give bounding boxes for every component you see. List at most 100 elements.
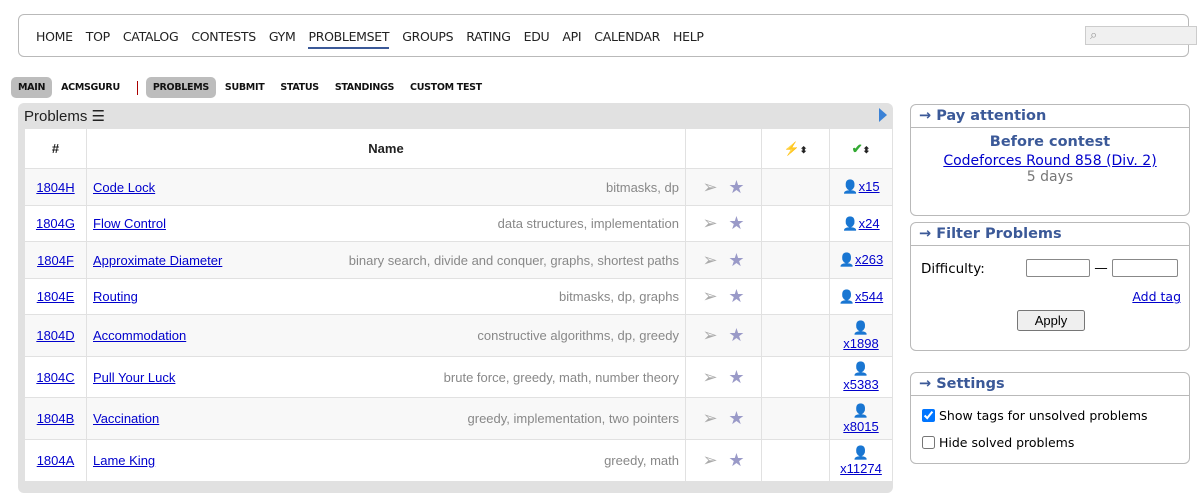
problem-name-link[interactable]: Pull Your Luck xyxy=(93,369,176,385)
col-num[interactable]: # xyxy=(24,128,87,169)
favorite-star-icon[interactable]: ★ xyxy=(728,213,745,233)
user-icon: 👤 xyxy=(842,215,859,231)
problem-id-link[interactable]: 1804C xyxy=(36,369,75,385)
problem-id-link[interactable]: 1804A xyxy=(36,453,75,468)
problem-name-link[interactable]: Flow Control xyxy=(93,216,166,231)
countdown: 5 days xyxy=(1026,169,1074,185)
nav-rating[interactable]: RATING xyxy=(466,29,511,44)
difficulty-min-input[interactable] xyxy=(1026,259,1090,277)
subnav-standings[interactable]: STANDINGS xyxy=(334,82,395,93)
submit-icon[interactable]: ➢ xyxy=(702,450,718,470)
lightning-icon: ⚡ xyxy=(783,140,800,156)
nav-top[interactable]: TOP xyxy=(85,29,110,44)
submit-icon[interactable]: ➢ xyxy=(702,286,718,306)
search-input[interactable]: ⌕ xyxy=(1085,26,1197,45)
panel-title: Problems xyxy=(24,108,88,125)
favorite-star-icon[interactable]: ★ xyxy=(728,176,745,197)
apply-button[interactable]: Apply xyxy=(1016,310,1086,331)
nav-gym[interactable]: GYM xyxy=(268,29,296,44)
solved-count-link[interactable]: x263 xyxy=(854,252,884,267)
pay-attention-box: → Pay attention Before contest Codeforce… xyxy=(910,104,1190,216)
contest-link[interactable]: Codeforces Round 858 (Div. 2) xyxy=(943,153,1157,169)
favorite-star-icon[interactable]: ★ xyxy=(728,366,745,387)
difficulty-cell xyxy=(761,439,830,482)
nav-home[interactable]: HOME xyxy=(36,29,73,44)
difficulty-cell xyxy=(761,241,830,279)
subnav-status[interactable]: STATUS xyxy=(280,82,319,93)
solved-count-link[interactable]: x8015 xyxy=(843,418,879,434)
dash: — xyxy=(1094,260,1108,276)
expand-arrow-icon[interactable] xyxy=(879,108,887,122)
submit-icon[interactable]: ➢ xyxy=(702,325,718,345)
add-tag-link[interactable]: Add tag xyxy=(1132,289,1181,304)
hide-solved-label: Hide solved problems xyxy=(939,435,1075,450)
problem-name-link[interactable]: Routing xyxy=(93,289,138,304)
problem-name-link[interactable]: Approximate Diameter xyxy=(93,252,223,268)
table-row: 1804F Approximate Diameter binary search,… xyxy=(24,241,893,279)
subnav-problems[interactable]: PROBLEMS xyxy=(145,77,216,98)
problem-name-link[interactable]: Vaccination xyxy=(93,411,160,426)
before-contest: Before contest xyxy=(989,134,1111,150)
problem-name-link[interactable]: Code Lock xyxy=(93,179,156,195)
table-row: 1804D Accommodation constructive algorith… xyxy=(24,314,893,357)
solved-count-link[interactable]: x1898 xyxy=(843,335,879,351)
box-title: → Settings xyxy=(911,373,1189,396)
nav-problemset[interactable]: PROBLEMSET xyxy=(308,29,390,49)
nav-calendar[interactable]: CALENDAR xyxy=(594,29,661,44)
submit-icon[interactable]: ➢ xyxy=(702,176,718,197)
submit-icon[interactable]: ➢ xyxy=(702,249,718,270)
favorite-star-icon[interactable]: ★ xyxy=(728,249,745,270)
problem-id-link[interactable]: 1804G xyxy=(35,216,76,231)
favorite-star-icon[interactable]: ★ xyxy=(728,325,745,345)
nav-groups[interactable]: GROUPS xyxy=(402,29,454,44)
col-difficulty[interactable]: ⚡⬍ xyxy=(761,128,830,169)
hide-solved-checkbox[interactable] xyxy=(922,436,935,449)
difficulty-cell xyxy=(761,356,830,398)
settings-box: → Settings Show tags for unsolved proble… xyxy=(910,372,1190,464)
box-title: → Filter Problems xyxy=(911,223,1189,246)
problem-id-link[interactable]: 1804E xyxy=(36,289,75,304)
subnav-acmsguru[interactable]: ACMSGURU xyxy=(61,82,120,93)
problem-id-link[interactable]: 1804D xyxy=(36,328,75,343)
nav-contests[interactable]: CONTESTS xyxy=(191,29,256,44)
solved-count-link[interactable]: x544 xyxy=(854,288,884,304)
difficulty-label: Difficulty: xyxy=(921,261,985,277)
problem-name-link[interactable]: Lame King xyxy=(93,453,156,468)
nav-api[interactable]: API xyxy=(562,29,582,44)
nav-help[interactable]: HELP xyxy=(673,29,704,44)
subnav-custom-test[interactable]: CUSTOM TEST xyxy=(410,82,482,93)
subnav-main[interactable]: MAIN xyxy=(11,77,53,98)
submit-icon[interactable]: ➢ xyxy=(702,408,718,428)
subnav-submit[interactable]: SUBMIT xyxy=(224,82,265,93)
solved-count-link[interactable]: x15 xyxy=(858,179,880,194)
col-name[interactable]: Name xyxy=(86,128,686,169)
problems-panel: Problems ☰ # Name ⚡⬍ ✔⬍ 1804H Code Lock b… xyxy=(18,103,893,493)
favorite-star-icon[interactable]: ★ xyxy=(728,450,745,470)
problem-id-link[interactable]: 1804H xyxy=(36,179,75,195)
user-icon: 👤 xyxy=(852,402,870,418)
problem-id-link[interactable]: 1804B xyxy=(36,411,75,426)
problem-tags: constructive algorithms, dp, greedy xyxy=(477,328,679,343)
solved-count-link[interactable]: x24 xyxy=(858,215,880,231)
table-row: 1804A Lame King greedy, math ➢ ★ 👤 x11274 xyxy=(24,439,893,482)
filter-box: → Filter Problems Difficulty: — Add tag … xyxy=(910,222,1190,351)
solved-count-link[interactable]: x5383 xyxy=(843,377,879,392)
difficulty-cell xyxy=(761,397,830,440)
show-tags-checkbox[interactable] xyxy=(922,409,935,422)
problem-id-link[interactable]: 1804F xyxy=(37,252,74,268)
table-row: 1804G Flow Control data structures, imple… xyxy=(24,205,893,242)
submit-icon[interactable]: ➢ xyxy=(702,366,718,387)
main-nav: HOME TOP CATALOG CONTESTS GYM PROBLEMSET GROUP… xyxy=(18,14,1197,57)
problem-name-link[interactable]: Accommodation xyxy=(93,328,187,343)
nav-catalog[interactable]: CATALOG xyxy=(122,29,179,44)
difficulty-max-input[interactable] xyxy=(1112,259,1179,277)
check-icon: ✔ xyxy=(851,140,863,156)
show-tags-label: Show tags for unsolved problems xyxy=(939,408,1148,423)
favorite-star-icon[interactable]: ★ xyxy=(728,286,745,306)
submit-icon[interactable]: ➢ xyxy=(702,213,718,233)
col-solved[interactable]: ✔⬍ xyxy=(829,128,893,169)
user-icon: 👤 xyxy=(852,361,870,376)
solved-count-link[interactable]: x11274 xyxy=(840,460,882,476)
favorite-star-icon[interactable]: ★ xyxy=(728,408,745,428)
nav-edu[interactable]: EDU xyxy=(523,29,550,44)
